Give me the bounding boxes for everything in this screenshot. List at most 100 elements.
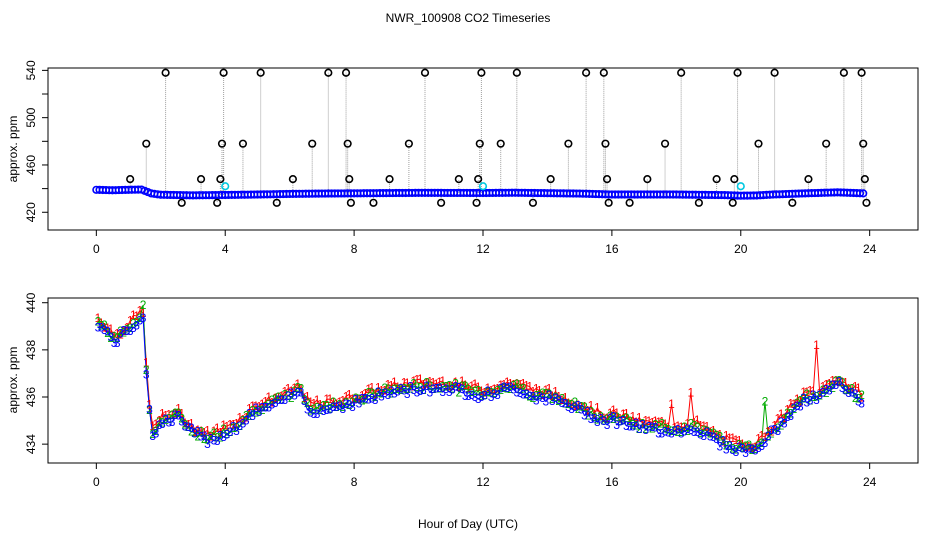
series-point-3: 3 xyxy=(745,442,752,456)
series-point-3: 3 xyxy=(823,382,830,396)
series-point-1: 1 xyxy=(807,384,814,398)
series-point-2: 2 xyxy=(555,394,562,408)
series-point-2: 2 xyxy=(111,329,118,343)
series-point-2: 2 xyxy=(681,420,688,434)
series-point-3: 3 xyxy=(584,405,591,419)
series-point-2: 2 xyxy=(436,382,443,396)
series-point-1: 1 xyxy=(320,398,327,412)
series-point-2: 2 xyxy=(646,419,653,433)
series-point-2: 2 xyxy=(826,378,833,392)
series-point-1: 1 xyxy=(671,420,678,434)
series-point-3: 3 xyxy=(336,399,343,413)
series-point-1: 1 xyxy=(204,423,211,437)
series-point-2: 2 xyxy=(217,430,224,444)
series-point-1: 1 xyxy=(310,396,317,410)
series-point-3: 3 xyxy=(478,390,485,404)
series-point-3: 3 xyxy=(604,418,611,432)
series-point-3: 3 xyxy=(243,413,250,427)
series-point-3: 3 xyxy=(227,425,234,439)
series-point-2: 2 xyxy=(694,420,701,434)
top-plot-frame xyxy=(47,67,919,231)
series-point-3: 3 xyxy=(207,431,214,445)
series-point-1: 1 xyxy=(791,397,798,411)
series-point-1: 1 xyxy=(687,385,694,399)
series-point-2: 2 xyxy=(368,386,375,400)
series-point-3: 3 xyxy=(362,392,369,406)
series-point-2: 2 xyxy=(294,381,301,395)
series-point-3: 3 xyxy=(716,440,723,454)
series-point-2: 2 xyxy=(201,432,208,446)
series-point-1: 1 xyxy=(604,411,611,425)
series-point-1: 1 xyxy=(559,393,566,407)
series-point-2: 2 xyxy=(291,384,298,398)
series-point-2: 2 xyxy=(658,417,665,431)
series-point-3: 3 xyxy=(723,442,730,456)
series-point-3: 3 xyxy=(668,427,675,441)
series-point-1: 1 xyxy=(246,402,253,416)
series-point-3: 3 xyxy=(417,384,424,398)
series-point-2: 2 xyxy=(829,381,836,395)
series-point-2: 2 xyxy=(768,427,775,441)
series-point-2: 2 xyxy=(604,412,611,426)
series-point-3: 3 xyxy=(765,429,772,443)
series-point-2: 2 xyxy=(385,382,392,396)
series-point-1: 1 xyxy=(504,375,511,389)
series-point-1: 1 xyxy=(285,381,292,395)
series-point-2: 2 xyxy=(323,399,330,413)
series-point-2: 2 xyxy=(246,409,253,423)
series-point-3: 3 xyxy=(497,381,504,395)
series-point-1: 1 xyxy=(236,411,243,425)
flagged-point xyxy=(385,175,394,184)
series-point-3: 3 xyxy=(294,385,301,399)
series-point-3: 3 xyxy=(165,416,172,430)
series-point-2: 2 xyxy=(95,314,102,328)
x-tick-label: 16 xyxy=(605,242,619,256)
series-point-3: 3 xyxy=(430,382,437,396)
series-point-2: 2 xyxy=(298,382,305,396)
flagged-point xyxy=(770,68,779,77)
series-point-2: 2 xyxy=(549,392,556,406)
series-point-3: 3 xyxy=(178,415,185,429)
series-point-3: 3 xyxy=(288,386,295,400)
series-point-1: 1 xyxy=(256,400,263,414)
series-point-3: 3 xyxy=(452,380,459,394)
series-point-2: 2 xyxy=(559,392,566,406)
series-point-2: 2 xyxy=(781,412,788,426)
series-point-2: 2 xyxy=(420,383,427,397)
series-point-3: 3 xyxy=(726,438,733,452)
series-point-3: 3 xyxy=(613,418,620,432)
series-point-1: 1 xyxy=(230,418,237,432)
series-point-3: 3 xyxy=(481,388,488,402)
series-point-3: 3 xyxy=(446,385,453,399)
series-point-2: 2 xyxy=(388,386,395,400)
series-point-1: 1 xyxy=(555,390,562,404)
series-point-2: 2 xyxy=(765,429,772,443)
series-point-3: 3 xyxy=(720,433,727,447)
series-point-3: 3 xyxy=(678,426,685,440)
series-point-2: 2 xyxy=(397,383,404,397)
y-tick-label: 436 xyxy=(24,387,38,407)
series-point-3: 3 xyxy=(388,384,395,398)
series-point-3: 3 xyxy=(858,397,865,411)
series-point-3: 3 xyxy=(546,388,553,402)
series-point-1: 1 xyxy=(794,392,801,406)
series-point-3: 3 xyxy=(523,387,530,401)
series-point-1: 1 xyxy=(784,403,791,417)
series-point-1: 1 xyxy=(800,385,807,399)
series-point-3: 3 xyxy=(204,437,211,451)
series-point-1: 1 xyxy=(536,384,543,398)
series-point-1: 1 xyxy=(130,308,137,322)
series-point-2: 2 xyxy=(752,442,759,456)
flagged-point xyxy=(477,68,486,77)
series-point-3: 3 xyxy=(439,385,446,399)
series-point-1: 1 xyxy=(620,407,627,421)
series-point-2: 2 xyxy=(494,384,501,398)
series-point-1: 1 xyxy=(623,406,630,420)
series-point-3: 3 xyxy=(265,400,272,414)
series-point-1: 1 xyxy=(755,431,762,445)
flagged-point xyxy=(256,68,265,77)
series-point-3: 3 xyxy=(549,394,556,408)
series-point-2: 2 xyxy=(668,424,675,438)
series-point-3: 3 xyxy=(488,390,495,404)
flagged-point xyxy=(345,175,354,184)
